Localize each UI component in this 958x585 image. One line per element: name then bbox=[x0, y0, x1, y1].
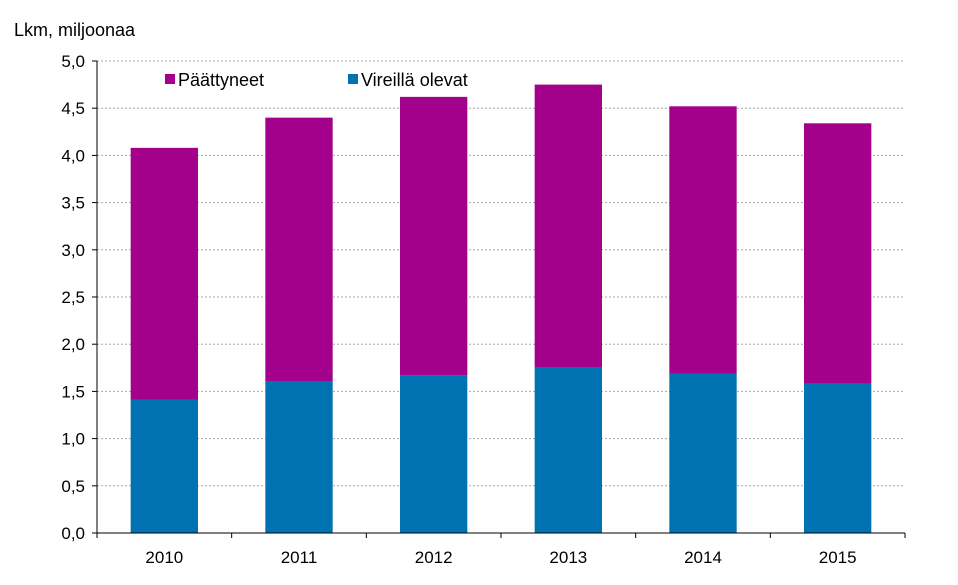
legend-swatch bbox=[165, 74, 175, 84]
bar-2010-paattyneet bbox=[130, 147, 198, 400]
bar-2012-vireilla-olevat bbox=[400, 375, 468, 533]
y-tick-label: 4,5 bbox=[61, 99, 85, 118]
y-tick-label: 1,0 bbox=[61, 430, 85, 449]
x-tick-label: 2015 bbox=[819, 548, 857, 567]
legend: Päättyneet Vireillä olevat bbox=[165, 70, 468, 90]
y-tick-label: 0,5 bbox=[61, 477, 85, 496]
bar-2015-paattyneet bbox=[804, 123, 872, 384]
bars bbox=[130, 84, 872, 533]
bar-2014-vireilla-olevat bbox=[669, 373, 737, 533]
x-tick-label: 2013 bbox=[549, 548, 587, 567]
x-tick-label: 2010 bbox=[145, 548, 183, 567]
y-tick-label: 1,5 bbox=[61, 382, 85, 401]
x-tick-label: 2011 bbox=[281, 548, 318, 567]
legend-label: Vireillä olevat bbox=[361, 70, 468, 90]
x-tick-label: 2014 bbox=[684, 548, 722, 567]
bar-2013-vireilla-olevat bbox=[534, 367, 602, 533]
bar-2015-vireilla-olevat bbox=[804, 383, 872, 533]
y-tick-label: 3,5 bbox=[61, 194, 85, 213]
y-tick-label: 2,0 bbox=[61, 335, 85, 354]
y-axis-title: Lkm, miljoonaa bbox=[14, 20, 136, 40]
legend-swatch bbox=[348, 74, 358, 84]
bar-2011-paattyneet bbox=[265, 117, 333, 382]
y-tick-label: 4,0 bbox=[61, 146, 85, 165]
y-tick-label: 0,0 bbox=[61, 524, 85, 543]
bar-2011-vireilla-olevat bbox=[265, 381, 333, 533]
bar-2012-paattyneet bbox=[400, 96, 468, 376]
x-tick-label: 2012 bbox=[415, 548, 453, 567]
x-tick-labels: 2010 2011 2012 2013 2014 2015 bbox=[145, 548, 856, 567]
axes bbox=[92, 60, 906, 538]
bar-2014-paattyneet bbox=[669, 106, 737, 374]
legend-label: Päättyneet bbox=[178, 70, 264, 90]
y-tick-label: 5,0 bbox=[61, 52, 85, 71]
y-tick-label: 2,5 bbox=[61, 288, 85, 307]
y-tick-label: 3,0 bbox=[61, 241, 85, 260]
gridlines bbox=[97, 60, 905, 487]
bar-2013-paattyneet bbox=[534, 84, 602, 368]
y-tick-labels: 0,0 0,5 1,0 1,5 2,0 2,5 3,0 3,5 4,0 4,5 5,0 bbox=[61, 52, 85, 543]
bar-2010-vireilla-olevat bbox=[130, 399, 198, 533]
